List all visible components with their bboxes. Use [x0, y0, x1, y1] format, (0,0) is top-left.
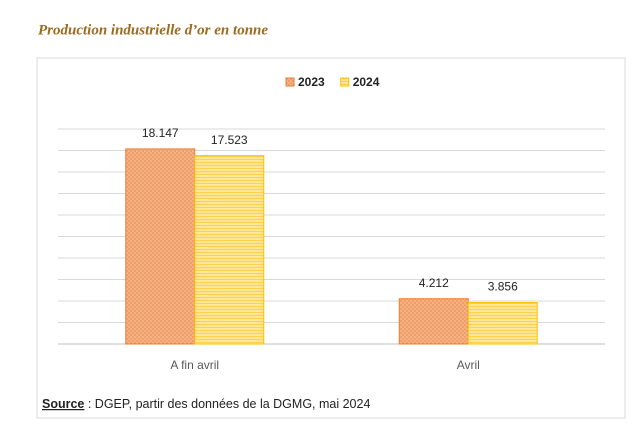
x-tick-label: A fin avril [170, 358, 219, 372]
bar [194, 155, 265, 345]
legend-label: 2023 [298, 75, 325, 89]
bar [398, 298, 469, 345]
legend-swatch [285, 77, 295, 87]
bar [467, 302, 538, 345]
chart-frame [36, 57, 626, 419]
source-label: Source [42, 397, 84, 411]
value-label: 18.147 [142, 126, 179, 140]
bar [125, 148, 196, 345]
value-label: 4.212 [419, 276, 449, 290]
legend-swatch [340, 77, 350, 87]
value-label: 17.523 [211, 133, 248, 147]
x-tick-label: Avril [457, 358, 480, 372]
source: Source : DGEP, partir des données de la … [42, 397, 370, 411]
legend-label: 2024 [353, 75, 380, 89]
value-label: 3.856 [488, 280, 518, 294]
heading: Production industrielle d’or en tonne [38, 22, 268, 38]
source-text: : DGEP, partir des données de la DGMG, m… [84, 397, 370, 411]
